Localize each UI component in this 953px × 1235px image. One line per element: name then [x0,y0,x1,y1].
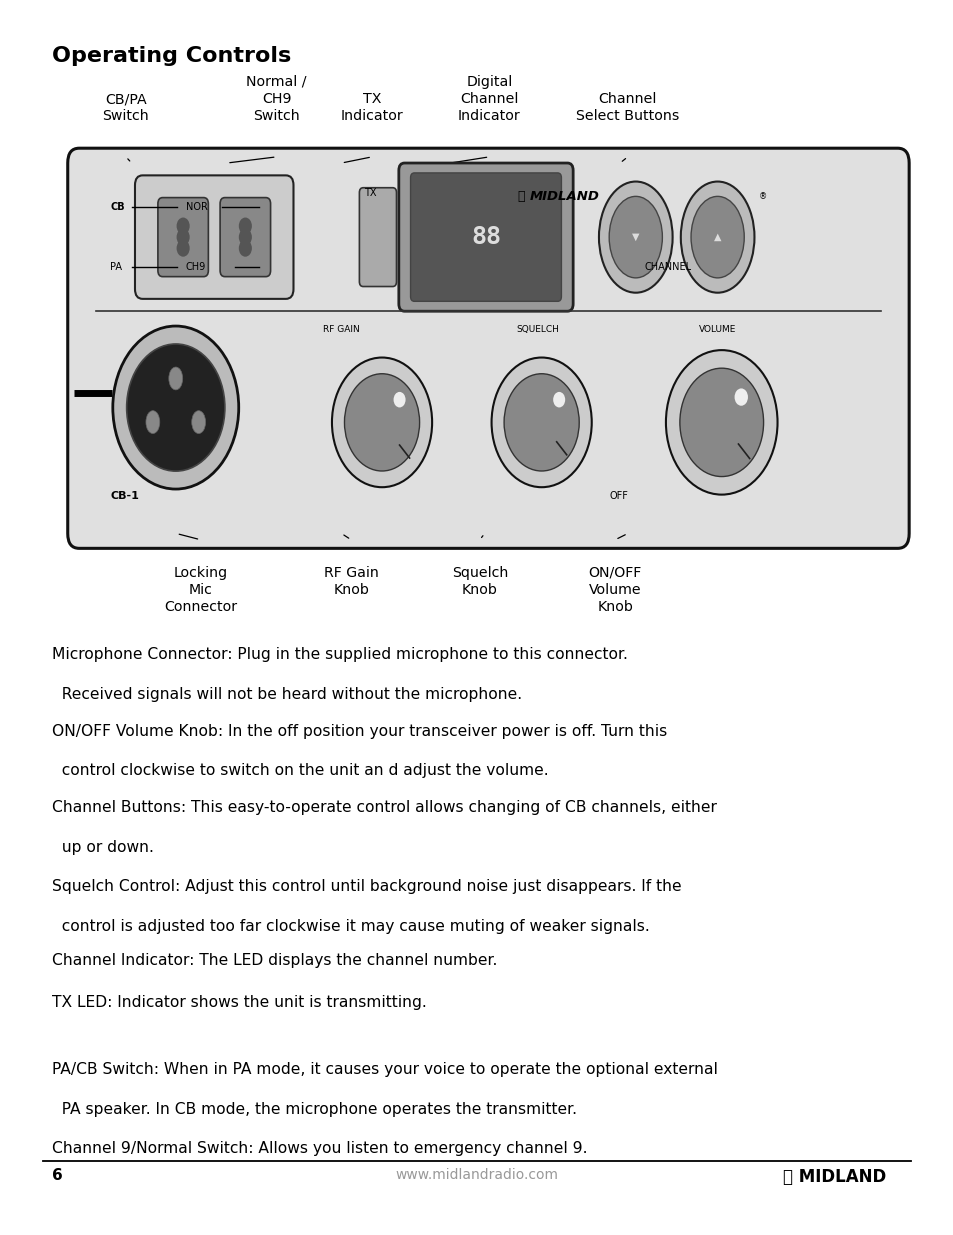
Text: Locking
Mic
Connector: Locking Mic Connector [164,566,236,614]
Circle shape [112,326,238,489]
Text: PA: PA [111,262,122,272]
FancyBboxPatch shape [220,198,271,277]
FancyBboxPatch shape [158,198,208,277]
Text: Channel Buttons: This easy-to-operate control allows changing of CB channels, ei: Channel Buttons: This easy-to-operate co… [52,800,717,815]
Circle shape [344,374,419,471]
Text: 88: 88 [471,225,500,249]
Text: ON/OFF
Volume
Knob: ON/OFF Volume Knob [588,566,641,614]
Text: Operating Controls: Operating Controls [52,46,292,65]
Text: NOR: NOR [186,203,207,212]
Text: OFF: OFF [609,492,628,501]
Text: Normal /
CH9
Switch: Normal / CH9 Switch [246,75,307,124]
Circle shape [176,228,190,246]
Ellipse shape [598,182,672,293]
Text: Received signals will not be heard without the microphone.: Received signals will not be heard witho… [52,687,522,701]
Circle shape [238,240,252,257]
Circle shape [665,351,777,495]
Ellipse shape [609,196,661,278]
Text: ▲: ▲ [713,232,720,242]
Text: Channel Indicator: The LED displays the channel number.: Channel Indicator: The LED displays the … [52,953,497,968]
Text: Microphone Connector: Plug in the supplied microphone to this connector.: Microphone Connector: Plug in the suppli… [52,647,628,662]
Ellipse shape [680,182,754,293]
FancyBboxPatch shape [398,163,573,311]
Text: TX
Indicator: TX Indicator [340,93,403,124]
Text: TX LED: Indicator shows the unit is transmitting.: TX LED: Indicator shows the unit is tran… [52,995,427,1010]
Text: Squelch Control: Adjust this control until background noise just disappears. If : Squelch Control: Adjust this control unt… [52,879,681,894]
Circle shape [491,358,591,488]
Ellipse shape [192,411,206,433]
Text: Channel
Select Buttons: Channel Select Buttons [576,93,679,124]
Circle shape [238,217,252,235]
Text: PA speaker. In CB mode, the microphone operates the transmitter.: PA speaker. In CB mode, the microphone o… [52,1102,577,1116]
Text: Ⓜ MIDLAND: Ⓜ MIDLAND [782,1168,885,1187]
Text: CB/PA
Switch: CB/PA Switch [102,93,150,124]
Text: control is adjusted too far clockwise it may cause muting of weaker signals.: control is adjusted too far clockwise it… [52,919,650,934]
Text: SQUELCH: SQUELCH [516,325,558,335]
Text: MIDLAND: MIDLAND [529,190,598,203]
Text: ®: ® [758,191,766,201]
Text: CB: CB [111,203,125,212]
Text: RF GAIN: RF GAIN [322,325,359,335]
Circle shape [176,217,190,235]
Circle shape [238,228,252,246]
Circle shape [127,345,225,471]
Circle shape [332,358,432,488]
Text: ▼: ▼ [632,232,639,242]
FancyBboxPatch shape [134,175,294,299]
Circle shape [176,240,190,257]
Text: CH9: CH9 [186,262,206,272]
Text: Channel 9/Normal Switch: Allows you listen to emergency channel 9.: Channel 9/Normal Switch: Allows you list… [52,1141,587,1156]
Ellipse shape [146,411,159,433]
Circle shape [394,391,405,408]
Text: ON/OFF Volume Knob: In the off position your transceiver power is off. Turn this: ON/OFF Volume Knob: In the off position … [52,724,667,739]
Text: Digital
Channel
Indicator: Digital Channel Indicator [457,75,520,124]
Text: VOLUME: VOLUME [699,325,736,335]
Text: PA/CB Switch: When in PA mode, it causes your voice to operate the optional exte: PA/CB Switch: When in PA mode, it causes… [52,1062,718,1077]
Circle shape [503,374,578,471]
Circle shape [679,368,762,477]
Text: Squelch
Knob: Squelch Knob [451,566,508,597]
Text: CHANNEL: CHANNEL [644,262,691,272]
FancyBboxPatch shape [359,188,396,287]
Circle shape [734,389,747,406]
Text: RF Gain
Knob: RF Gain Knob [323,566,378,597]
FancyBboxPatch shape [68,148,908,548]
Text: 6: 6 [52,1168,63,1183]
Circle shape [553,391,564,408]
Text: TX: TX [364,188,376,198]
Text: control clockwise to switch on the unit an d adjust the volume.: control clockwise to switch on the unit … [52,763,549,778]
Ellipse shape [169,367,183,390]
Text: up or down.: up or down. [52,840,154,855]
Ellipse shape [690,196,743,278]
FancyBboxPatch shape [410,173,561,301]
Text: www.midlandradio.com: www.midlandradio.com [395,1168,558,1182]
Text: Ⓜ: Ⓜ [517,190,525,203]
Text: CB-1: CB-1 [111,492,139,501]
